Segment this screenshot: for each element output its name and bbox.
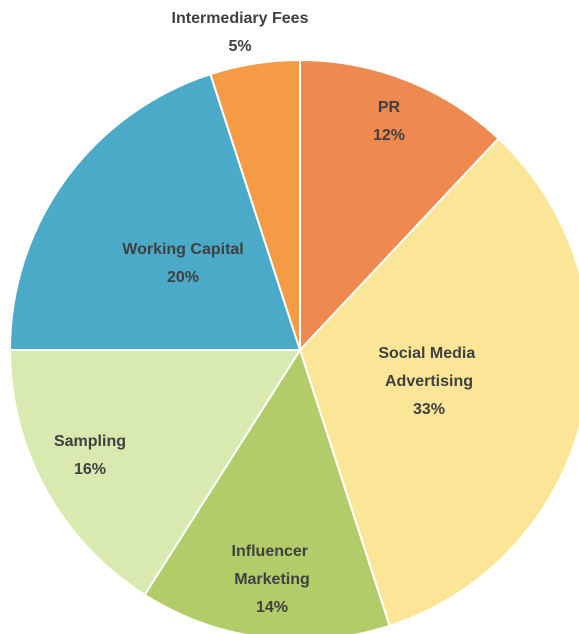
slice-value-label: 12%	[373, 127, 405, 144]
slice-label: Social Media Advertising	[378, 345, 479, 390]
pie-slice	[298, 137, 579, 628]
pie-slice	[143, 347, 391, 634]
pie-slice	[8, 72, 302, 351]
slice-value-label: 5%	[228, 38, 251, 55]
slice-value-label: 14%	[256, 599, 288, 616]
pie-slice	[299, 58, 500, 353]
slice-value-label: 20%	[167, 269, 199, 286]
slice-value-label: 16%	[74, 461, 106, 478]
slice-label: PR	[378, 99, 401, 116]
slice-label: Sampling	[54, 433, 126, 450]
pie-slice	[209, 58, 301, 351]
slice-label: Influencer Marketing	[232, 543, 313, 588]
slice-label: Intermediary Fees	[172, 10, 309, 27]
pie-slice	[8, 349, 302, 597]
slice-label: Working Capital	[122, 241, 244, 258]
slice-value-label: 33%	[413, 401, 445, 418]
